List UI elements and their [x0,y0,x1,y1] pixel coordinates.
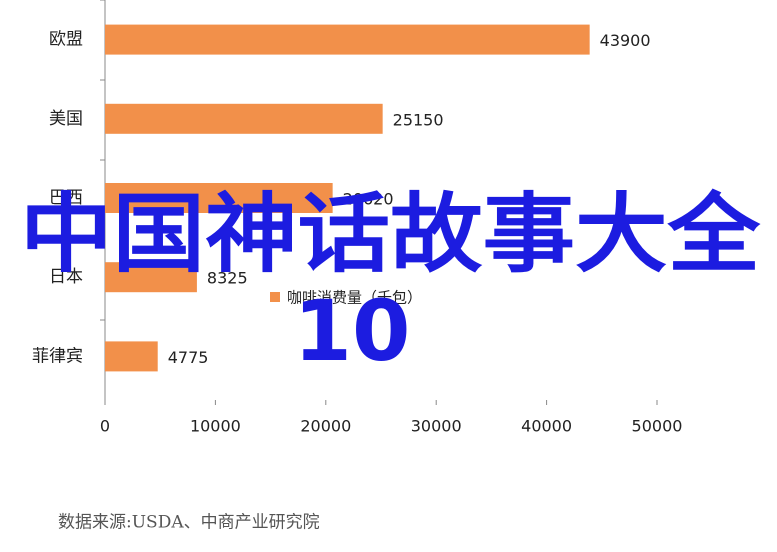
y-tick-label: 巴西 [49,188,83,208]
value-label: 43900 [600,31,651,50]
value-label: 20620 [343,190,394,209]
x-tick-label: 30000 [411,417,462,436]
x-tick-label: 20000 [300,417,351,436]
overlay-number: 10 [294,282,411,380]
y-tick-label: 菲律宾 [32,346,83,366]
value-label: 4775 [168,348,209,367]
bar [105,103,383,134]
x-tick-label: 10000 [190,417,241,436]
y-tick-label: 美国 [49,109,83,129]
bar [105,262,197,293]
bar [105,183,333,213]
overlay-title: 中国神话故事大全 [20,184,761,284]
bar [105,24,590,55]
x-tick-label: 40000 [521,417,572,436]
value-label: 25150 [393,110,444,129]
value-label: 8325 [207,269,248,288]
x-tick-label: 0 [100,417,110,436]
x-tick-label: 50000 [632,417,683,436]
y-tick-label: 日本 [49,267,83,287]
source-note: 数据来源:USDA、中商产业研究院 [58,513,320,533]
y-tick-label: 欧盟 [49,30,83,50]
legend-swatch [270,292,280,302]
legend-label: 咖啡消费量（千包） [287,289,422,307]
bar [105,341,158,372]
